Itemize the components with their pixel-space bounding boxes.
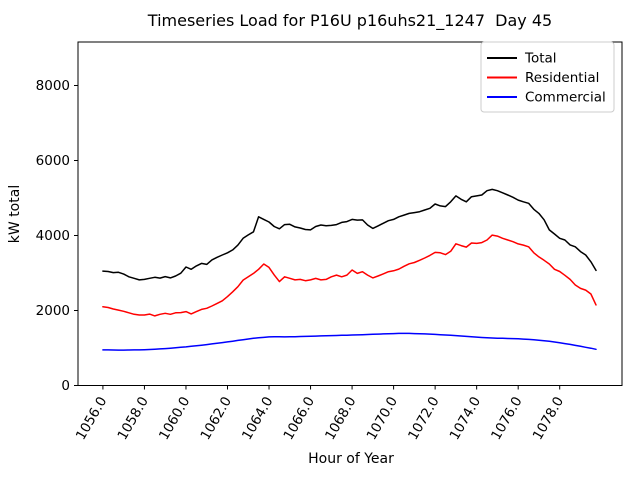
x-tick-label: 1064.0 <box>239 394 276 443</box>
y-axis-label: kW total <box>7 185 23 243</box>
series-lines <box>102 188 597 351</box>
x-tick-label: 1058.0 <box>114 394 151 443</box>
y-tick-label: 8000 <box>36 78 70 94</box>
x-axis-label: Hour of Year <box>308 451 394 467</box>
x-tick-label: 1078.0 <box>530 394 567 443</box>
legend-label-residential: Residential <box>525 70 599 86</box>
y-axis-ticks: 0 2000 4000 6000 8000 <box>36 78 78 394</box>
series-line-total <box>102 188 597 281</box>
x-tick-label: 1060.0 <box>156 394 193 443</box>
legend-entry-residential: Residential <box>487 70 599 86</box>
x-tick-label: 1076.0 <box>488 394 525 443</box>
chart-title: Timeseries Load for P16U p16uhs21_1247 D… <box>147 11 552 31</box>
x-axis-ticks: 1056.0 1058.0 1060.0 1062.0 1064.0 1066.0 1068… <box>73 385 567 443</box>
legend: Total Residential Commercial <box>480 41 615 113</box>
series-line-commercial <box>102 332 597 351</box>
x-tick-label: 1066.0 <box>281 394 318 443</box>
x-tick-label: 1070.0 <box>364 394 401 443</box>
series-line-residential <box>102 234 597 317</box>
x-tick-label: 1056.0 <box>73 394 110 443</box>
legend-entry-commercial: Commercial <box>487 90 606 106</box>
y-tick-label: 2000 <box>36 303 70 319</box>
axes-spines <box>77 41 623 386</box>
x-tick-label: 1062.0 <box>197 394 234 443</box>
x-tick-label: 1072.0 <box>405 394 442 443</box>
legend-label-commercial: Commercial <box>525 90 606 106</box>
legend-label-total: Total <box>524 51 557 67</box>
plot-frame <box>77 41 623 386</box>
legend-box <box>480 41 615 113</box>
legend-entry-total: Total <box>487 51 557 67</box>
y-tick-label: 6000 <box>36 153 70 169</box>
x-tick-label: 1068.0 <box>322 394 359 443</box>
x-tick-label: 1074.0 <box>447 394 484 443</box>
y-tick-label: 4000 <box>36 228 70 244</box>
y-tick-label: 0 <box>61 378 70 394</box>
